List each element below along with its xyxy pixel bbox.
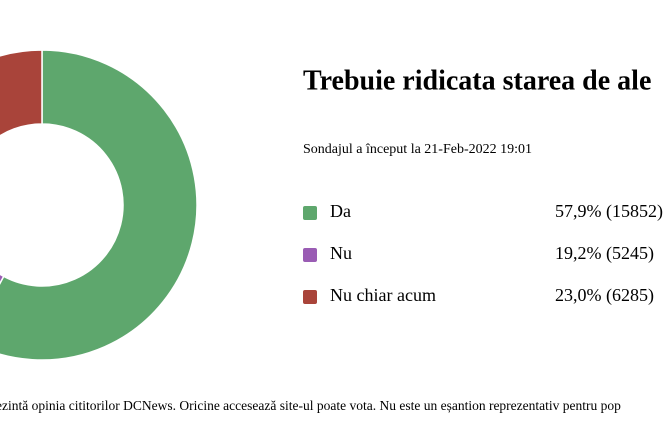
- value-label: 19,2% (5245): [555, 243, 654, 264]
- chart-title: Trebuie ridicata starea de ale: [303, 65, 651, 96]
- donut-segment: [0, 273, 5, 285]
- legend-label: Nu chiar acum: [330, 285, 436, 305]
- legend-swatch: [303, 248, 317, 262]
- legend-label: Da: [330, 201, 351, 221]
- legend-label: Nu: [330, 243, 352, 263]
- donut-segment: [0, 49, 43, 137]
- value-label: 23,0% (6285): [555, 285, 654, 306]
- subtitle: Sondajul a început la 21-Feb-2022 19:01: [303, 142, 532, 157]
- donut-segment: [0, 49, 198, 361]
- legend-swatch: [303, 206, 317, 220]
- footnote: ezintă opinia cititorilor DCNews. Oricin…: [0, 398, 621, 413]
- donut: [0, 49, 198, 361]
- legend: Da 57,9% (15852) Nu 19,2% (5245) Nu chiar ac…: [303, 201, 663, 306]
- legend-swatch: [303, 290, 317, 304]
- value-label: 57,9% (15852): [555, 201, 663, 222]
